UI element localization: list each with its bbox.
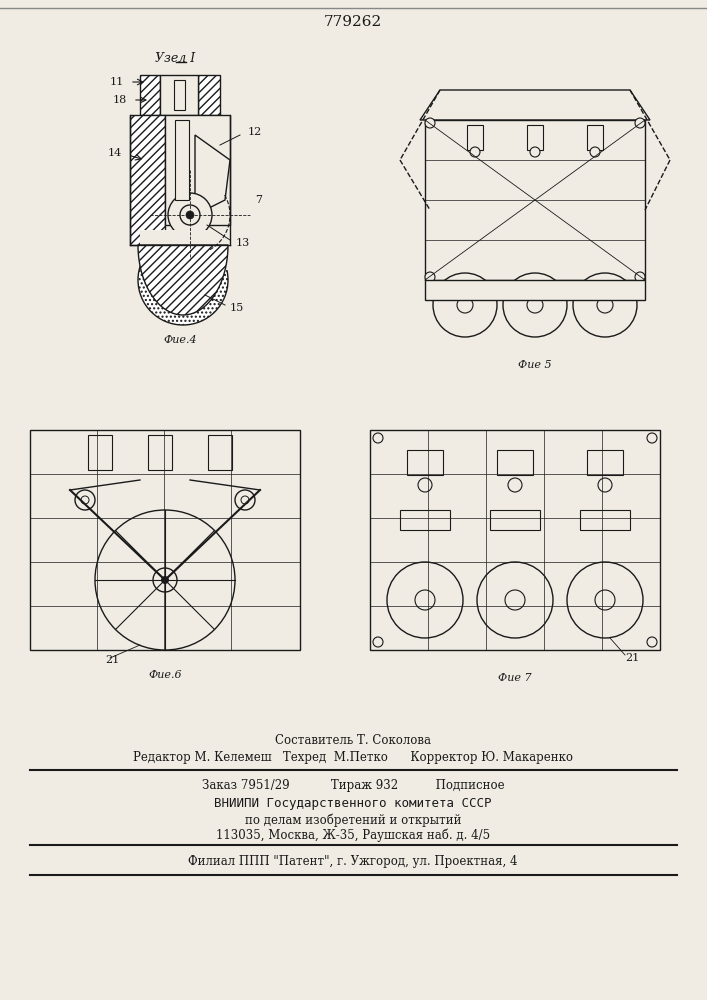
Text: 779262: 779262 xyxy=(324,15,382,29)
Circle shape xyxy=(186,211,194,219)
Circle shape xyxy=(470,147,480,157)
Text: Фие.6: Фие.6 xyxy=(148,670,182,680)
Text: Фие 7: Фие 7 xyxy=(498,673,532,683)
Circle shape xyxy=(425,272,435,282)
Bar xyxy=(160,75,198,115)
Text: Составитель Т. Соколова: Составитель Т. Соколова xyxy=(275,734,431,746)
Circle shape xyxy=(433,273,497,337)
Circle shape xyxy=(635,118,645,128)
Bar xyxy=(425,120,645,280)
Bar xyxy=(88,435,112,470)
Text: Редактор М. Келемеш   Техред  М.Петко      Корректор Ю. Макаренко: Редактор М. Келемеш Техред М.Петко Корре… xyxy=(133,752,573,764)
Circle shape xyxy=(161,576,169,584)
Bar xyxy=(30,430,300,650)
Bar xyxy=(467,125,483,150)
Bar xyxy=(140,75,160,115)
Circle shape xyxy=(241,496,249,504)
Text: ВНИИПИ Государственного комитета СССР: ВНИИПИ Государственного комитета СССР xyxy=(214,796,492,810)
Text: 11: 11 xyxy=(110,77,124,87)
Bar xyxy=(140,230,230,270)
Bar xyxy=(130,115,165,245)
Text: Заказ 7951/29           Тираж 932          Подписное: Заказ 7951/29 Тираж 932 Подписное xyxy=(201,778,504,792)
Text: по делам изобретений и открытий: по делам изобретений и открытий xyxy=(245,813,461,827)
Bar xyxy=(174,80,185,110)
Circle shape xyxy=(530,147,540,157)
Circle shape xyxy=(235,490,255,510)
Circle shape xyxy=(418,478,432,492)
Text: 21: 21 xyxy=(625,653,639,663)
Bar xyxy=(370,430,660,650)
Circle shape xyxy=(647,637,657,647)
Circle shape xyxy=(595,590,615,610)
Circle shape xyxy=(573,273,637,337)
Circle shape xyxy=(505,590,525,610)
Circle shape xyxy=(503,273,567,337)
Text: Филиал ППП "Патент", г. Ужгород, ул. Проектная, 4: Филиал ППП "Патент", г. Ужгород, ул. Про… xyxy=(188,856,518,868)
Text: 21: 21 xyxy=(105,655,119,665)
Ellipse shape xyxy=(138,235,228,325)
Circle shape xyxy=(153,568,177,592)
Text: 113035, Москва, Ж-35, Раушская наб. д. 4/5: 113035, Москва, Ж-35, Раушская наб. д. 4… xyxy=(216,828,490,842)
Bar xyxy=(490,510,540,530)
Bar xyxy=(425,280,645,300)
Circle shape xyxy=(635,272,645,282)
Circle shape xyxy=(415,590,435,610)
Text: 14: 14 xyxy=(107,148,122,158)
Circle shape xyxy=(647,433,657,443)
Text: 18: 18 xyxy=(112,95,127,105)
Bar xyxy=(165,115,230,225)
Circle shape xyxy=(373,637,383,647)
Text: 12: 12 xyxy=(248,127,262,137)
Circle shape xyxy=(590,147,600,157)
Bar xyxy=(587,125,603,150)
Bar xyxy=(208,435,232,470)
Text: 15: 15 xyxy=(230,303,244,313)
Text: Фие 5: Фие 5 xyxy=(518,360,551,370)
Bar xyxy=(587,450,623,475)
Circle shape xyxy=(597,297,613,313)
Bar xyxy=(407,450,443,475)
Circle shape xyxy=(75,490,95,510)
Text: Фие.4: Фие.4 xyxy=(163,335,197,345)
Bar xyxy=(580,510,630,530)
Circle shape xyxy=(168,193,212,237)
Text: 7: 7 xyxy=(255,195,262,205)
Circle shape xyxy=(180,205,200,225)
Circle shape xyxy=(567,562,643,638)
Circle shape xyxy=(457,297,473,313)
Circle shape xyxy=(598,478,612,492)
Bar xyxy=(148,435,172,470)
Circle shape xyxy=(527,297,543,313)
Circle shape xyxy=(387,562,463,638)
Circle shape xyxy=(508,478,522,492)
Circle shape xyxy=(95,510,235,650)
Polygon shape xyxy=(138,245,228,315)
Bar xyxy=(400,510,450,530)
Bar xyxy=(198,75,220,115)
Polygon shape xyxy=(195,135,230,215)
Circle shape xyxy=(425,118,435,128)
Circle shape xyxy=(373,433,383,443)
Bar xyxy=(175,120,189,200)
Circle shape xyxy=(81,496,89,504)
Text: 13: 13 xyxy=(236,238,250,248)
Circle shape xyxy=(477,562,553,638)
Text: Узел I: Узел I xyxy=(155,51,195,64)
Bar xyxy=(497,450,533,475)
Bar xyxy=(527,125,543,150)
